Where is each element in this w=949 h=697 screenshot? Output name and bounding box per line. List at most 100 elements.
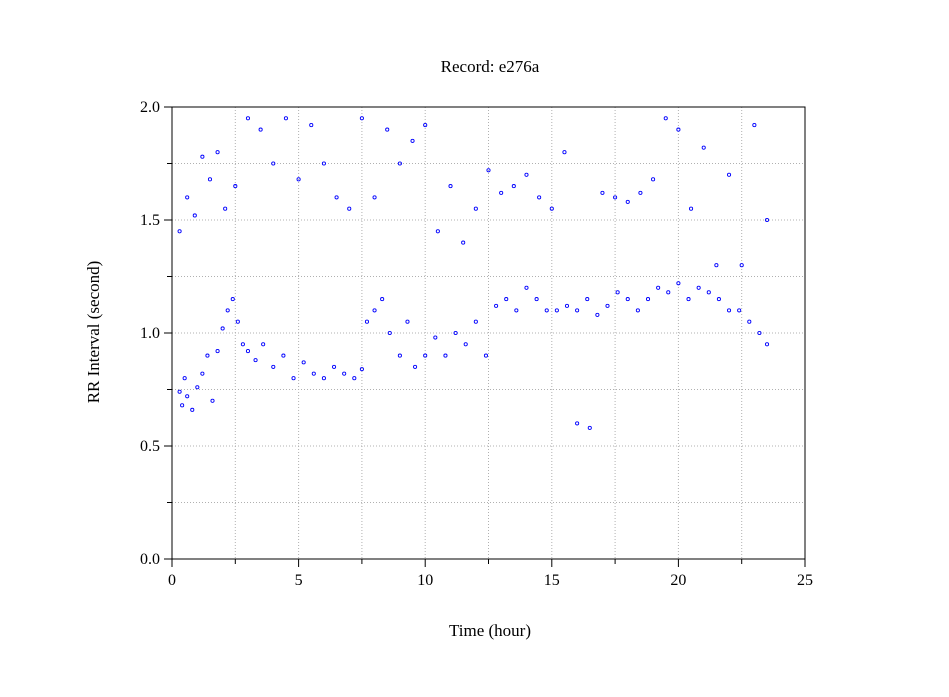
- x-tick-label: 0: [168, 572, 176, 589]
- data-point: [347, 206, 352, 211]
- data-point: [342, 371, 347, 376]
- data-point: [205, 353, 210, 358]
- grid-lines: [171, 106, 806, 560]
- data-point: [689, 206, 694, 211]
- y-tick-label: 2.0: [140, 99, 160, 116]
- data-point: [271, 161, 276, 166]
- data-point: [483, 353, 489, 358]
- x-tick-label: 20: [670, 572, 686, 589]
- data-point: [494, 303, 499, 308]
- data-point: [405, 319, 410, 324]
- data-point: [473, 206, 478, 211]
- data-point: [364, 319, 370, 324]
- data-point: [225, 308, 230, 313]
- data-point: [245, 116, 251, 121]
- data-point: [352, 376, 357, 381]
- data-point: [656, 285, 661, 290]
- data-point: [180, 403, 185, 408]
- data-point: [359, 367, 364, 372]
- data-point: [291, 376, 296, 381]
- data-point: [397, 161, 402, 166]
- data-point: [504, 297, 509, 302]
- data-point: [200, 154, 205, 159]
- data-point: [233, 184, 238, 189]
- data-point: [372, 195, 377, 200]
- data-point: [499, 190, 504, 195]
- data-point: [245, 349, 251, 354]
- data-point: [281, 353, 286, 358]
- data-point: [562, 150, 567, 155]
- data-point: [676, 127, 681, 132]
- data-point: [261, 342, 266, 347]
- data-point: [537, 195, 542, 200]
- data-point: [296, 177, 301, 182]
- data-point: [613, 195, 618, 200]
- data-point: [587, 425, 592, 430]
- data-point: [321, 161, 326, 166]
- x-tick-label: 10: [417, 572, 433, 589]
- data-point: [309, 123, 314, 128]
- data-point: [359, 116, 364, 121]
- data-point: [185, 394, 190, 399]
- data-point: [764, 217, 770, 223]
- data-point: [453, 330, 458, 336]
- data-point: [380, 297, 385, 302]
- data-points: [177, 116, 770, 430]
- data-point: [185, 195, 190, 200]
- data-point: [747, 319, 752, 324]
- data-point: [331, 364, 337, 369]
- data-point: [757, 330, 762, 336]
- data-point: [764, 342, 770, 347]
- data-point: [461, 240, 466, 245]
- data-point: [240, 342, 245, 347]
- data-point: [544, 308, 549, 313]
- data-point: [215, 150, 220, 155]
- data-point: [253, 358, 258, 363]
- data-point: [638, 190, 643, 195]
- data-point: [321, 376, 326, 381]
- data-point: [575, 308, 580, 313]
- data-point: [625, 199, 630, 204]
- data-point: [235, 319, 240, 324]
- chart-title: Record: e276a: [441, 57, 540, 76]
- data-point: [463, 342, 468, 347]
- data-point: [676, 281, 681, 286]
- data-point: [301, 360, 306, 365]
- y-tick-label: 1.5: [140, 212, 160, 229]
- data-point: [701, 145, 706, 150]
- data-point: [663, 116, 668, 121]
- data-point: [230, 297, 235, 302]
- data-point: [334, 195, 339, 200]
- data-point: [534, 297, 539, 302]
- data-point: [737, 308, 742, 313]
- data-point: [190, 407, 195, 412]
- data-point: [271, 364, 276, 369]
- data-point: [511, 184, 516, 189]
- data-point: [714, 263, 719, 268]
- data-point: [605, 303, 610, 308]
- data-point: [423, 353, 428, 358]
- x-tick-label: 15: [544, 572, 560, 589]
- data-point: [423, 123, 428, 128]
- data-point: [397, 353, 402, 358]
- data-point: [564, 303, 570, 308]
- data-point: [372, 308, 377, 313]
- data-point: [706, 290, 711, 295]
- data-point: [177, 229, 182, 234]
- y-axis-label: RR Interval (second): [84, 261, 103, 404]
- data-point: [410, 138, 415, 143]
- data-point: [220, 326, 225, 331]
- data-point: [739, 263, 744, 268]
- data-point: [448, 184, 453, 189]
- data-point: [223, 206, 228, 211]
- x-axis-ticks: 0 5 10 15 20 25: [168, 559, 813, 589]
- data-point: [595, 312, 600, 317]
- data-point: [195, 385, 200, 390]
- data-point: [575, 421, 580, 426]
- y-tick-label: 0.5: [140, 438, 160, 455]
- data-point: [514, 308, 519, 313]
- y-tick-label: 0.0: [140, 551, 160, 568]
- data-point: [258, 127, 263, 132]
- data-point: [554, 308, 559, 313]
